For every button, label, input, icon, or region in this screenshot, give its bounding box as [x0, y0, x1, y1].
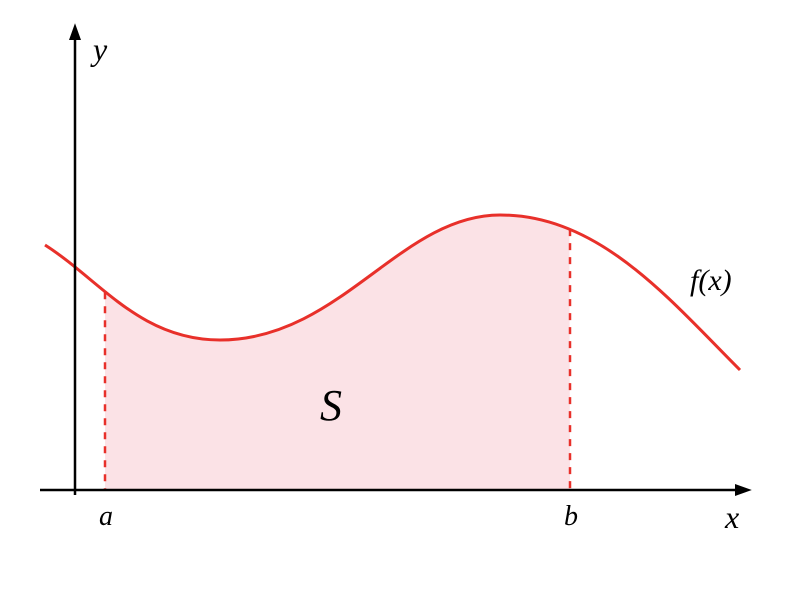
region-label: S [320, 381, 342, 430]
y-axis-arrow [69, 23, 81, 40]
area-region [105, 215, 570, 490]
x-axis-arrow [735, 484, 752, 496]
y-axis-label: y [90, 31, 108, 67]
boundary-label-a: a [99, 501, 113, 532]
integral-area-diagram: y x a b S f(x) [0, 0, 800, 609]
boundary-label-b: b [564, 501, 578, 532]
x-axis-label: x [724, 499, 739, 535]
curve-label: f(x) [690, 264, 732, 297]
